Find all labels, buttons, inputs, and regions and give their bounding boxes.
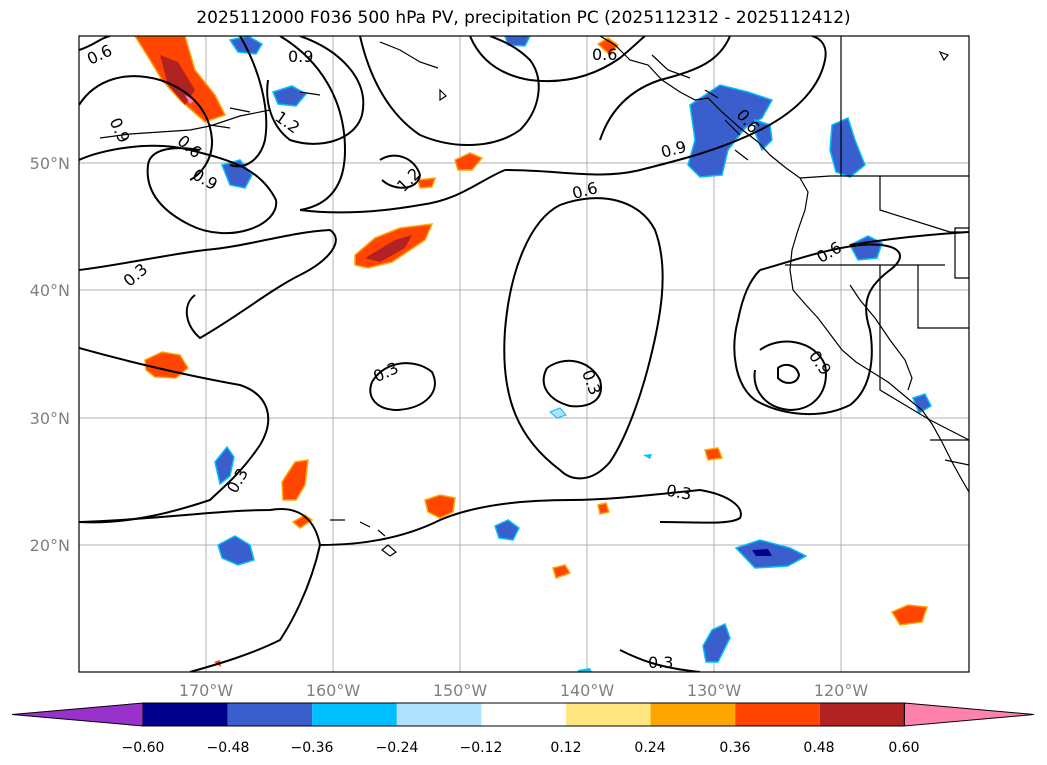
contour-label: 0.6 xyxy=(592,45,617,64)
contour-label: 0.3 xyxy=(665,481,693,504)
lat-label: 50°N xyxy=(30,154,70,173)
contour-label: 0.9 xyxy=(288,47,313,66)
map-frame xyxy=(78,35,970,673)
colorbar-segment xyxy=(566,703,651,726)
colorbar-ticks: −0.60 −0.48 −0.36 −0.24 −0.12 0.12 0.24 … xyxy=(122,740,920,756)
precip-negative xyxy=(214,36,932,672)
colorbar-segment xyxy=(481,703,566,726)
colorbar xyxy=(11,702,1035,727)
contour-label: 0.3 xyxy=(648,653,673,672)
colorbar-tick: 0.48 xyxy=(803,740,834,756)
colorbar-tick: 0.60 xyxy=(888,740,919,756)
lon-label: 150°W xyxy=(433,681,488,700)
coastlines xyxy=(99,36,969,557)
lon-label: 140°W xyxy=(560,681,615,700)
latitude-labels: 50°N 40°N 30°N 20°N xyxy=(30,154,70,555)
map-area xyxy=(79,36,969,672)
lat-label: 30°N xyxy=(30,409,70,428)
lat-label: 20°N xyxy=(30,536,70,555)
colorbar-segment xyxy=(312,703,397,726)
colorbar-segment xyxy=(227,703,313,726)
colorbar-tick: −0.60 xyxy=(122,740,165,756)
lat-label: 40°N xyxy=(30,281,70,300)
colorbar-segment xyxy=(11,702,144,727)
colorbar-tick: −0.48 xyxy=(207,740,250,756)
colorbar-segment xyxy=(819,703,905,726)
pv-contours xyxy=(79,36,969,672)
colorbar-outline xyxy=(142,702,905,727)
lon-label: 120°W xyxy=(814,681,869,700)
colorbar-segment xyxy=(650,703,736,726)
colorbar-segment xyxy=(396,703,482,726)
colorbar-tick: 0.36 xyxy=(719,740,750,756)
lon-label: 160°W xyxy=(306,681,361,700)
colorbar-segment xyxy=(735,703,820,726)
map-title: 2025112000 F036 500 hPa PV, precipitatio… xyxy=(196,8,851,28)
colorbar-segment xyxy=(143,703,228,726)
colorbar-tick: 0.24 xyxy=(634,740,665,756)
lon-label: 130°W xyxy=(687,681,742,700)
colorbar-tick: −0.36 xyxy=(291,740,334,756)
colorbar-segment xyxy=(903,702,1035,727)
colorbar-tick: 0.12 xyxy=(550,740,581,756)
longitude-labels: 170°W 160°W 150°W 140°W 130°W 120°W xyxy=(179,681,869,700)
colorbar-tick: −0.24 xyxy=(376,740,419,756)
colorbar-tick: −0.12 xyxy=(460,740,503,756)
lon-label: 170°W xyxy=(179,681,234,700)
